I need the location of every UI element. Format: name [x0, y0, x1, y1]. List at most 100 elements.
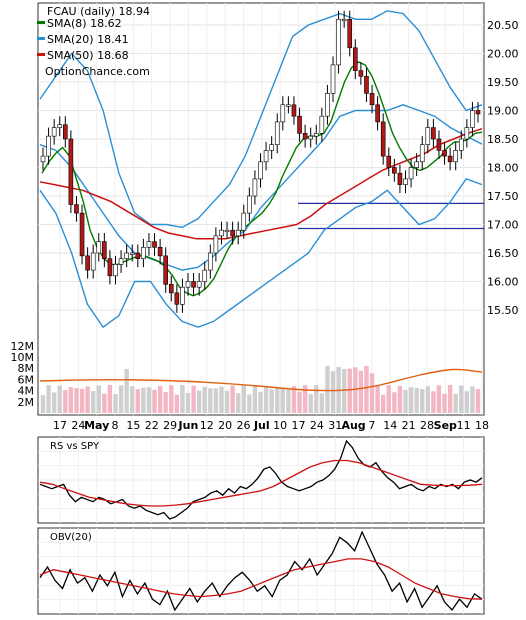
- candle-body: [302, 133, 308, 140]
- volume-bar: [291, 386, 297, 413]
- volume-bar: [68, 387, 74, 413]
- candle-body: [358, 70, 364, 77]
- sma20-line: [39, 104, 483, 271]
- candle-body: [213, 235, 219, 254]
- candle-body: [146, 241, 152, 248]
- volume-bar: [57, 385, 62, 413]
- x-tick-label: May: [84, 419, 109, 432]
- candle-body: [163, 255, 168, 285]
- volume-tick-label: 10M: [11, 351, 35, 364]
- volume-bar: [169, 385, 174, 413]
- x-tick-label: 11: [457, 419, 471, 432]
- x-tick-label: 29: [163, 419, 177, 432]
- volume-bar: [314, 385, 319, 413]
- sma50-legend-label: SMA(50) 18.68: [47, 49, 129, 62]
- candle-body: [397, 172, 403, 185]
- candle-body: [347, 18, 353, 49]
- candle-body: [380, 121, 386, 157]
- x-tick-label: 26: [236, 419, 250, 432]
- volume-bar: [375, 385, 380, 413]
- volume-bar: [347, 368, 352, 413]
- volume-bar: [252, 385, 258, 413]
- volume-bar: [275, 387, 280, 413]
- bollinger-upper-line: [39, 10, 483, 229]
- candle-body: [124, 252, 129, 259]
- volume-bar: [135, 389, 141, 413]
- candle-body: [152, 241, 157, 248]
- x-tick-label: 10: [273, 419, 287, 432]
- volume-bar: [403, 389, 408, 413]
- bollinger-lower-line: [39, 178, 483, 329]
- volume-bar: [330, 371, 336, 413]
- volume-bar: [297, 391, 302, 413]
- volume-bar: [235, 393, 241, 413]
- volume-bar: [258, 391, 263, 413]
- candle-body: [57, 124, 63, 128]
- candle-body: [470, 110, 475, 128]
- x-tick-label: 22: [145, 419, 159, 432]
- candle-body: [408, 167, 414, 180]
- candle-body: [247, 195, 252, 214]
- watermark: OptionChance.com: [45, 65, 150, 78]
- volume-bar: [475, 388, 481, 413]
- candle-body: [74, 204, 79, 214]
- indicator-average-line: [39, 459, 483, 507]
- volume-bar: [185, 392, 191, 413]
- indicator-line: [39, 530, 483, 612]
- volume-tick-label: 2M: [18, 396, 35, 409]
- candle-body: [258, 161, 263, 180]
- candle-body: [447, 155, 453, 163]
- volume-bar: [386, 385, 391, 413]
- price-panel: [37, 2, 485, 416]
- volume-bar: [308, 394, 313, 413]
- candle-body: [274, 121, 280, 146]
- rs-panel-title: RS vs SPY: [50, 441, 100, 452]
- price-tick-label: 17.00: [487, 219, 519, 232]
- candle-body: [325, 93, 330, 117]
- volume-bar: [224, 390, 230, 413]
- candle-body: [403, 178, 408, 185]
- volume-tick-label: 12M: [11, 340, 35, 353]
- x-tick-label: 15: [126, 419, 140, 432]
- candle-body: [102, 241, 107, 260]
- candle-body: [224, 229, 230, 232]
- candle-body: [40, 155, 46, 163]
- x-tick-label: 12: [200, 419, 214, 432]
- volume-bar: [63, 390, 68, 413]
- candle-body: [113, 264, 118, 277]
- candle-body: [319, 115, 325, 134]
- candle-body: [174, 292, 180, 305]
- volume-bar: [364, 366, 369, 413]
- candle-body: [330, 64, 336, 94]
- volume-bar: [341, 369, 347, 413]
- candle-body: [375, 104, 380, 123]
- volume-bar: [85, 386, 90, 413]
- candle-body: [341, 18, 347, 22]
- candle-body: [280, 104, 286, 123]
- volume-bar: [408, 387, 414, 413]
- x-tick-label: 17: [53, 419, 67, 432]
- candle-body: [118, 258, 124, 265]
- volume-bar: [325, 365, 330, 413]
- price-tick-label: 15.50: [487, 304, 519, 317]
- volume-bar: [425, 386, 431, 413]
- candle-body: [453, 150, 458, 163]
- candle-body: [219, 229, 224, 237]
- volume-bar: [392, 392, 397, 413]
- volume-bar: [102, 393, 107, 413]
- volume-bar: [230, 385, 235, 413]
- indicator-line: [39, 439, 483, 520]
- candle-body: [353, 47, 358, 71]
- volume-bar: [152, 389, 157, 413]
- volume-bar: [163, 392, 168, 413]
- candle-body: [208, 252, 213, 271]
- candle-body: [458, 138, 464, 151]
- volume-bar: [141, 387, 146, 413]
- volume-bar: [380, 394, 386, 413]
- x-tick-label: 21: [402, 419, 416, 432]
- candle-body: [202, 269, 208, 282]
- x-tick-label: Sep: [434, 419, 457, 432]
- candle-body: [191, 281, 196, 288]
- volume-bar: [420, 389, 425, 413]
